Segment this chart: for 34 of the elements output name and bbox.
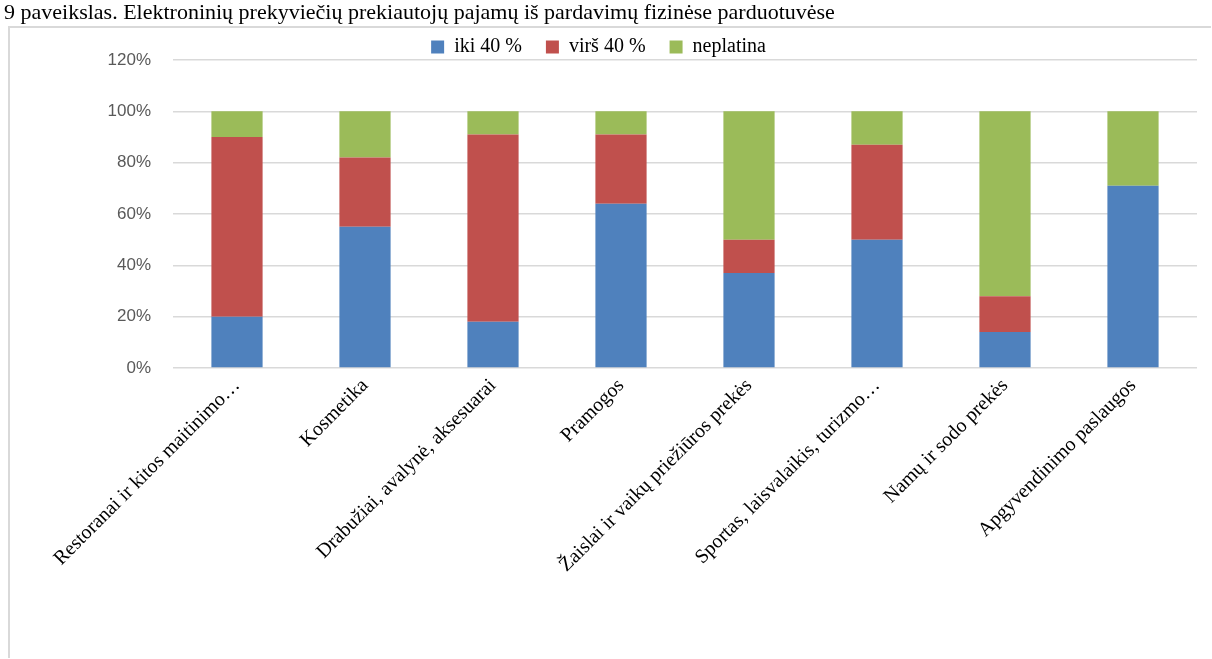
bar <box>595 134 647 204</box>
y-tick-label: 120% <box>107 49 151 69</box>
bar <box>1107 185 1159 368</box>
y-tick-label: 40% <box>116 255 151 275</box>
legend-label: neplatina <box>692 34 766 58</box>
bar <box>339 226 391 368</box>
y-tick-label: 20% <box>116 306 151 326</box>
y-tick-label: 0% <box>126 357 151 377</box>
bar <box>851 239 903 368</box>
bar <box>467 134 519 322</box>
bar <box>979 332 1031 368</box>
legend-label: iki 40 % <box>454 34 522 57</box>
legend-label: virš 40 % <box>568 34 646 57</box>
bar <box>723 111 775 240</box>
bar <box>723 239 775 274</box>
y-tick-label: 60% <box>116 203 151 223</box>
bar <box>211 137 263 317</box>
bar <box>467 111 519 135</box>
bar <box>211 111 263 137</box>
bar <box>339 111 391 158</box>
bar <box>595 203 647 368</box>
bar <box>979 296 1031 333</box>
bar <box>723 273 775 368</box>
bar <box>851 111 903 145</box>
y-tick-label: 80% <box>116 152 151 172</box>
chart-title: 9 paveikslas. Elektroninių prekyviečių prekiautojų pajamų iš pardavimų fizinėse parduotuvėse <box>4 0 835 24</box>
y-tick-label: 100% <box>107 101 151 121</box>
bar <box>979 111 1031 297</box>
bar <box>467 321 519 368</box>
bar <box>595 111 647 135</box>
bar <box>1107 111 1159 186</box>
bar <box>339 157 391 227</box>
bar <box>211 316 263 368</box>
bar <box>851 144 903 240</box>
